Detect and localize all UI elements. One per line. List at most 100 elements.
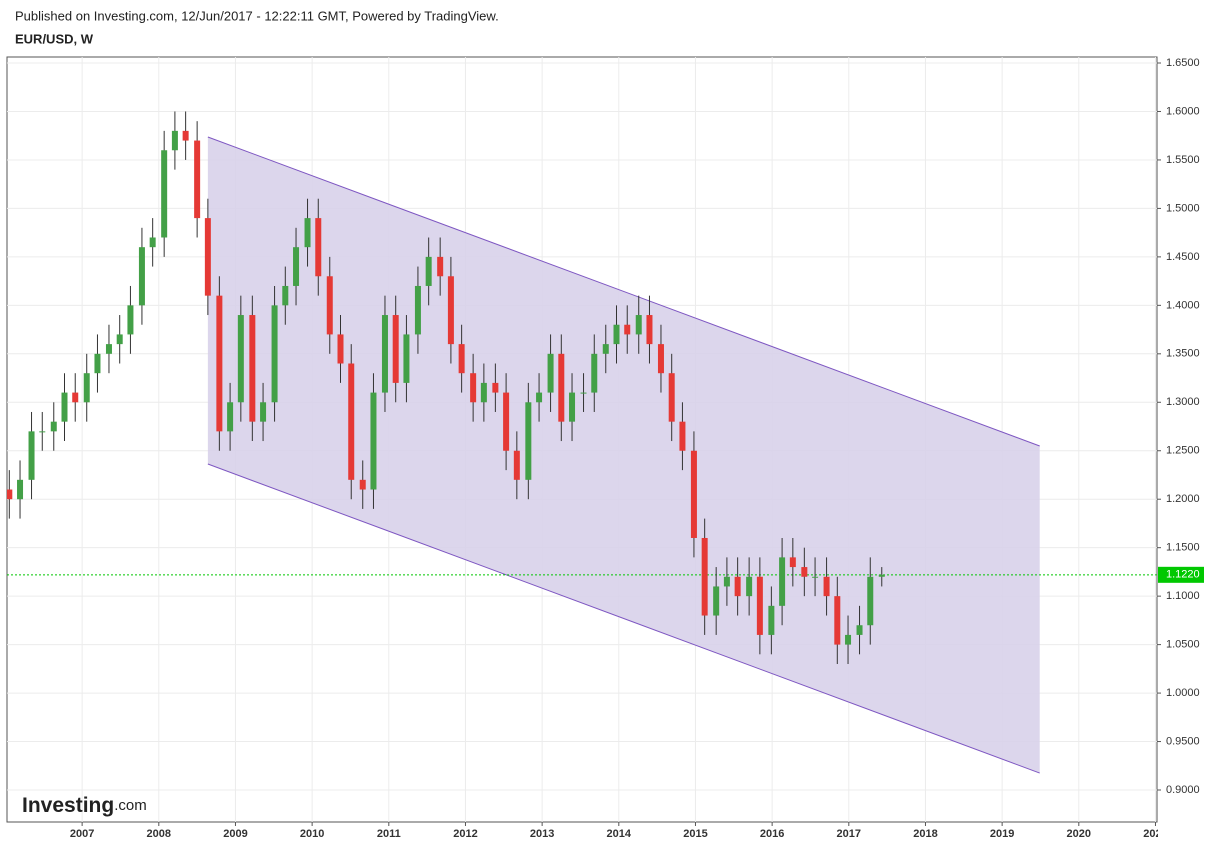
candle-body: [525, 402, 532, 480]
candle-body: [713, 586, 720, 616]
watermark-suffix: .com: [114, 797, 147, 814]
candle-body: [856, 625, 863, 635]
candle-body: [823, 576, 830, 597]
candle-body: [194, 140, 201, 219]
x-tick-label: 2020: [1067, 828, 1091, 840]
candle-body: [304, 218, 311, 248]
candle-body: [249, 315, 256, 422]
candle-body: [723, 576, 730, 587]
plot: [7, 111, 1157, 774]
candle-body: [690, 450, 697, 538]
candle-body: [392, 315, 399, 383]
candle-body: [591, 353, 598, 393]
watermark: Investing.com: [22, 794, 147, 817]
candle-body: [768, 605, 775, 635]
candle-body: [536, 392, 543, 403]
candle-body: [237, 315, 244, 403]
watermark-brand: Investing: [22, 794, 114, 817]
candle-body: [646, 315, 653, 345]
x-tick-label: 2008: [147, 828, 171, 840]
candle-body: [470, 373, 477, 403]
candle-body: [789, 557, 796, 568]
axes: 0.9000 0.9500 1.0000 1.0500 1.1000 1.1500 1.20…: [81, 57, 1204, 826]
candle-body: [127, 305, 134, 335]
x-tick-label: 2019: [990, 828, 1014, 840]
candle-body: [513, 450, 520, 480]
y-tick-label: 1.2500: [1166, 445, 1200, 457]
candle-body: [216, 295, 223, 432]
x-tick-label: 2017: [837, 828, 861, 840]
y-tick-label: 1.0000: [1166, 687, 1200, 699]
y-tick-label: 1.5000: [1166, 202, 1200, 214]
y-tick-label: 1.6500: [1166, 57, 1200, 69]
candle-body: [679, 421, 686, 451]
y-tick-label: 1.4000: [1166, 299, 1200, 311]
candle-body: [558, 353, 565, 422]
candle-body: [503, 392, 510, 451]
candle-body: [801, 567, 808, 577]
candle-body: [105, 344, 112, 354]
candle-body: [657, 344, 664, 374]
candle-body: [414, 285, 421, 335]
x-tick-label: 2014: [607, 828, 632, 840]
x-tick-label: 2007: [70, 828, 94, 840]
candle-body: [50, 421, 57, 432]
candle-body: [779, 557, 786, 606]
published-note: Published on Investing.com, 12/Jun/2017 …: [15, 8, 499, 23]
candle-body: [624, 324, 631, 335]
candle-body: [138, 247, 145, 306]
x-tick-label: 2011: [377, 828, 401, 840]
candle-body: [878, 574, 885, 577]
candle-body: [734, 576, 741, 597]
candle-body: [845, 634, 852, 645]
candle-body: [867, 576, 874, 626]
candle-body: [492, 382, 499, 393]
candle-body: [580, 392, 587, 394]
candle-body: [437, 256, 444, 277]
candle-body: [746, 576, 753, 597]
x-tick-label: 2018: [913, 828, 937, 840]
x-tick-label: 2015: [683, 828, 707, 840]
candle-body: [149, 237, 156, 248]
symbol-title: EUR/USD, W: [15, 31, 94, 46]
candle-body: [116, 334, 123, 345]
candle-body: [834, 596, 841, 645]
candle-body: [458, 344, 465, 374]
x-tick-label: 2012: [453, 828, 477, 840]
candle-body: [182, 130, 189, 141]
candle-body: [635, 315, 642, 335]
candle-body: [94, 353, 101, 374]
y-tick-label: 1.5500: [1166, 154, 1200, 166]
candle-body: [72, 392, 79, 403]
candle-body: [260, 402, 267, 422]
candle-body: [756, 576, 763, 635]
candle-body: [812, 576, 819, 578]
channel-lower: [207, 463, 1040, 774]
x-tick-label: 2009: [223, 828, 247, 840]
candle-body: [161, 150, 168, 238]
y-tick-label: 1.3500: [1166, 348, 1200, 360]
y-tick-label: 1.1500: [1166, 542, 1200, 554]
candle-body: [293, 247, 300, 286]
candle-body: [403, 334, 410, 383]
candle-body: [701, 537, 708, 616]
y-tick-label: 1.3000: [1166, 396, 1200, 408]
y-tick-label: 1.2000: [1166, 493, 1200, 505]
candle-body: [227, 402, 234, 432]
candle-body: [547, 353, 554, 393]
y-tick-label: 0.9000: [1166, 784, 1200, 796]
channel-upper: [207, 136, 1040, 447]
candle-body: [282, 285, 289, 306]
x-axis: 2007 2008 2009 2010 2011 2012 2013 2014 2015 2016…: [70, 828, 1158, 840]
y-tick-label: 1.4500: [1166, 251, 1200, 263]
candle-body: [326, 276, 333, 335]
candle-body: [668, 373, 675, 422]
candle-body: [28, 431, 35, 480]
candle-body: [613, 324, 620, 345]
candle-body: [171, 130, 178, 151]
y-tick-label: 1.0500: [1166, 639, 1200, 651]
last-price-box: [1158, 566, 1204, 583]
candle-body: [61, 392, 68, 422]
candle-body: [602, 344, 609, 354]
